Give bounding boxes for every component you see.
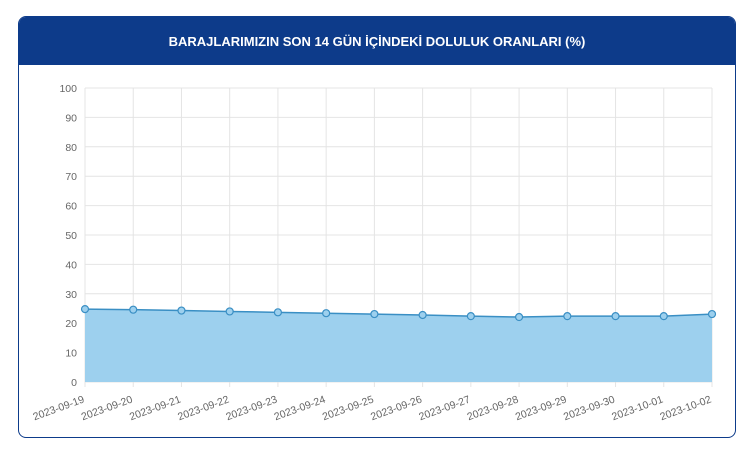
y-tick-label: 90 <box>65 112 77 124</box>
point <box>707 309 717 319</box>
x-tick-label: 2023-09-21 <box>128 393 183 423</box>
point <box>177 306 186 315</box>
y-tick-label: 0 <box>71 377 77 389</box>
x-tick-label: 2023-09-30 <box>562 393 617 423</box>
x-tick-label: 2023-09-26 <box>369 393 424 423</box>
y-tick-label: 50 <box>65 230 77 242</box>
y-tick-label: 100 <box>59 83 77 95</box>
x-tick-label: 2023-09-22 <box>176 393 231 423</box>
y-tick-label: 40 <box>65 259 77 271</box>
chart-title: BARAJLARIMIZIN SON 14 GÜN İÇİNDEKİ DOLUL… <box>19 17 735 65</box>
point <box>225 307 234 316</box>
x-tick-label: 2023-09-29 <box>514 393 569 423</box>
y-tick-label: 10 <box>65 348 77 360</box>
y-tick-label: 70 <box>65 171 77 183</box>
x-tick-label: 2023-09-19 <box>31 393 86 423</box>
point <box>322 309 331 318</box>
line <box>84 308 713 318</box>
x-tick-label: 2023-09-24 <box>273 393 328 423</box>
y-tick-label: 20 <box>65 318 77 330</box>
y-tick-label: 30 <box>65 289 77 301</box>
area <box>85 309 712 382</box>
point <box>129 305 138 314</box>
x-tick-label: 2023-09-20 <box>80 393 135 423</box>
x-tick-label: 2023-10-02 <box>658 393 713 423</box>
point <box>418 310 427 320</box>
point <box>273 308 283 317</box>
point <box>659 312 668 321</box>
point <box>370 309 379 319</box>
x-tick-label: 2023-09-23 <box>224 393 279 423</box>
point <box>80 304 90 314</box>
y-tick-label: 60 <box>65 201 77 213</box>
point <box>466 312 475 321</box>
x-tick-label: 2023-10-01 <box>610 393 665 423</box>
point <box>611 312 620 321</box>
x-tick-label: 2023-09-28 <box>466 393 521 423</box>
x-tick-label: 2023-09-27 <box>417 393 472 423</box>
point <box>514 312 524 322</box>
y-tick-label: 80 <box>65 142 77 154</box>
point <box>563 312 572 321</box>
x-tick-label: 2023-09-25 <box>321 393 376 423</box>
